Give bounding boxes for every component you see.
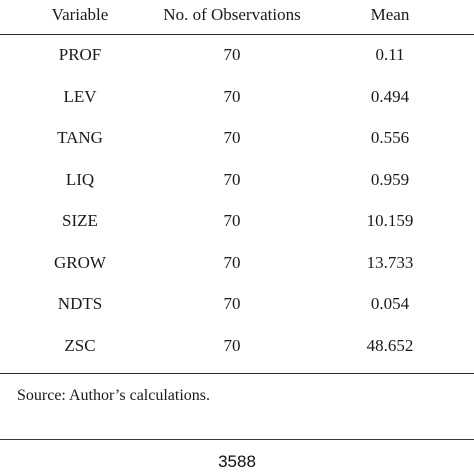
footer-rule: [0, 439, 474, 440]
cell-observations: 70: [223, 170, 241, 189]
page-number: 3588: [218, 452, 256, 471]
cell-mean: 0.959: [370, 170, 410, 189]
cell-observations: 70: [223, 128, 241, 147]
header-observations: No. of Observations: [163, 5, 301, 24]
cell-mean: 48.652: [366, 336, 414, 355]
cell-variable: NDTS: [57, 294, 103, 313]
cell-mean: 0.11: [375, 45, 405, 64]
cell-variable: LIQ: [65, 170, 95, 189]
cell-mean: 0.494: [370, 87, 410, 106]
cell-mean: 0.556: [370, 128, 410, 147]
header-mean: Mean: [370, 5, 410, 24]
cell-variable: PROF: [58, 45, 102, 64]
table-top-rule: [0, 34, 474, 35]
cell-variable: GROW: [54, 253, 106, 272]
cell-observations: 70: [223, 211, 241, 230]
cell-mean: 13.733: [366, 253, 414, 272]
cell-observations: 70: [223, 253, 241, 272]
cell-observations: 70: [223, 45, 241, 64]
cell-variable: ZSC: [64, 336, 96, 355]
cell-variable: TANG: [57, 128, 103, 147]
cell-variable: LEV: [63, 87, 97, 106]
cell-observations: 70: [223, 336, 241, 355]
table-bottom-rule: [0, 373, 474, 374]
cell-observations: 70: [223, 294, 241, 313]
cell-mean: 10.159: [366, 211, 414, 230]
header-variable: Variable: [51, 5, 109, 24]
cell-mean: 0.054: [370, 294, 410, 313]
cell-observations: 70: [223, 87, 241, 106]
cell-variable: SIZE: [62, 211, 98, 230]
source-note: Source: Author’s calculations.: [17, 387, 210, 404]
